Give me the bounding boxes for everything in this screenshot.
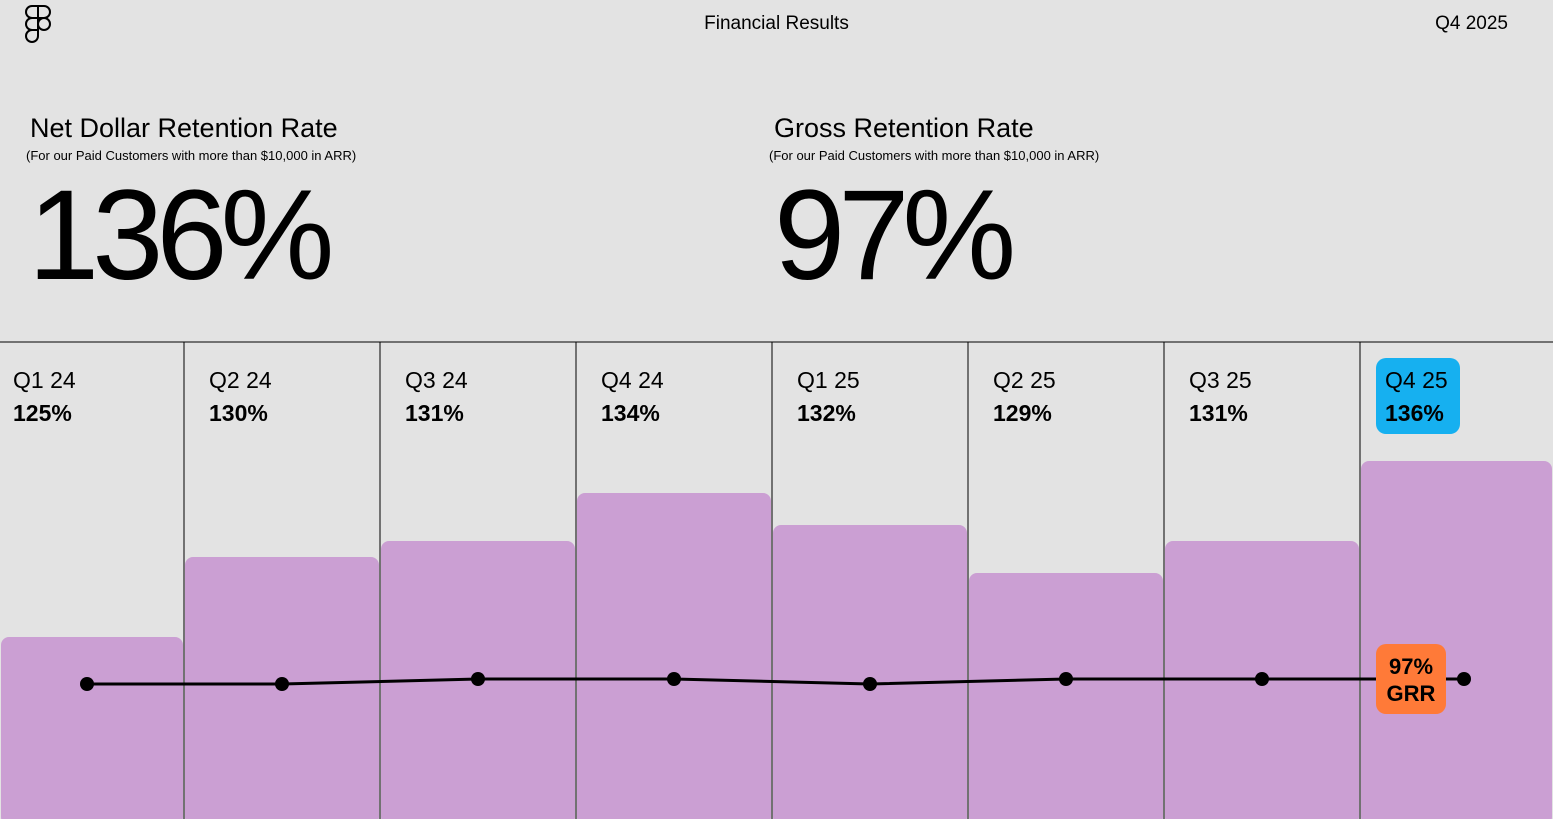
grr-line bbox=[87, 677, 1464, 686]
bar-q2-25 bbox=[969, 573, 1163, 819]
bar-q1-24 bbox=[1, 637, 183, 819]
tick-label: Q4 24 bbox=[601, 367, 664, 393]
bar-q1-25 bbox=[773, 525, 967, 819]
data-label: 125% bbox=[13, 400, 72, 426]
header-title: Financial Results bbox=[704, 13, 849, 34]
tick-label: Q4 25 bbox=[1385, 367, 1448, 393]
grr-annotation-badge bbox=[1376, 644, 1446, 714]
grr-point bbox=[275, 677, 289, 691]
grr-point bbox=[1457, 672, 1471, 686]
data-label: 129% bbox=[993, 400, 1052, 426]
tick-label: Q1 24 bbox=[13, 367, 76, 393]
bar-q4-25 bbox=[1361, 461, 1552, 819]
ndr-title: Net Dollar Retention Rate bbox=[30, 113, 338, 143]
grr-point bbox=[863, 677, 877, 691]
figma-logo-icon bbox=[25, 5, 51, 43]
grr-point bbox=[80, 677, 94, 691]
data-label: 131% bbox=[1189, 400, 1248, 426]
grr-title: Gross Retention Rate bbox=[774, 113, 1034, 143]
grr-value: 97% bbox=[774, 164, 1016, 307]
data-label: 131% bbox=[405, 400, 464, 426]
data-label: 136% bbox=[1385, 400, 1444, 426]
tick-label: Q3 24 bbox=[405, 367, 468, 393]
grr-point bbox=[1255, 672, 1269, 686]
tick-label: Q1 25 bbox=[797, 367, 860, 393]
grr-point bbox=[667, 672, 681, 686]
data-label: 130% bbox=[209, 400, 268, 426]
ndr-note: (For our Paid Customers with more than $… bbox=[26, 148, 357, 163]
grr-point bbox=[1059, 672, 1073, 686]
bar-q4-24 bbox=[577, 493, 771, 819]
ndr-value: 136% bbox=[28, 164, 334, 307]
tick-label: Q2 25 bbox=[993, 367, 1056, 393]
tick-label: Q2 24 bbox=[209, 367, 272, 393]
grr-point bbox=[471, 672, 485, 686]
data-label: 132% bbox=[797, 400, 856, 426]
tick-label: Q3 25 bbox=[1189, 367, 1252, 393]
highlight-badge bbox=[1376, 358, 1460, 434]
header-period: Q4 2025 bbox=[1435, 13, 1508, 34]
grr-annotation-label: GRR bbox=[1387, 681, 1436, 706]
data-label: 134% bbox=[601, 400, 660, 426]
grr-note: (For our Paid Customers with more than $… bbox=[769, 148, 1100, 163]
grr-annotation-value: 97% bbox=[1389, 654, 1433, 679]
